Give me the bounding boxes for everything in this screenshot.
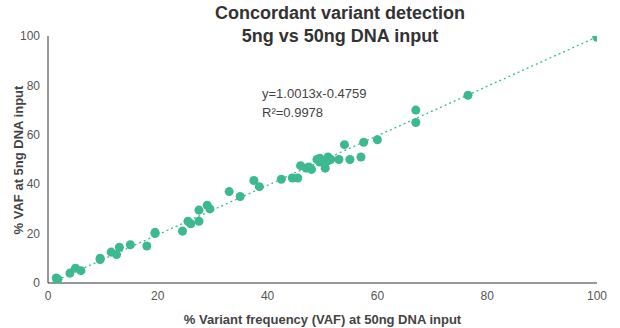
html-text:y=1.0013x-0.4759: y=1.0013x-0.4759 xyxy=(262,86,367,101)
svg-text:20: 20 xyxy=(27,227,41,241)
svg-text:% Variant frequency (VAF) at 5: % Variant frequency (VAF) at 50ng DNA in… xyxy=(184,312,462,327)
html-text:R²=0.9978: R²=0.9978 xyxy=(262,105,324,120)
html-text:Concordant variant detection: Concordant variant detection xyxy=(215,3,465,23)
svg-text:40: 40 xyxy=(27,177,41,191)
svg-text:0: 0 xyxy=(33,276,40,290)
html-text:5ng vs 50ng DNA input: 5ng vs 50ng DNA input xyxy=(241,26,439,46)
svg-text:100: 100 xyxy=(587,289,607,303)
svg-text:40: 40 xyxy=(261,289,275,303)
svg-text:0: 0 xyxy=(45,289,52,303)
svg-text:100: 100 xyxy=(20,29,40,43)
svg-text:60: 60 xyxy=(371,289,385,303)
svg-text:60: 60 xyxy=(27,128,41,142)
svg-text:20: 20 xyxy=(151,289,165,303)
svg-text:80: 80 xyxy=(481,289,495,303)
html-text:% VAF at 5ng DNA input: % VAF at 5ng DNA input xyxy=(10,85,26,235)
svg-text:80: 80 xyxy=(27,79,41,93)
